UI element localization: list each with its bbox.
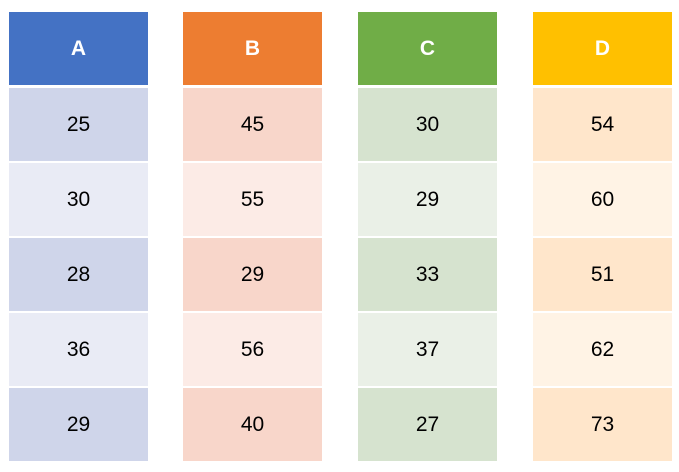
table-cell: 55 <box>183 163 322 236</box>
column-header-b: B <box>183 12 322 85</box>
table-cell: 29 <box>9 388 148 461</box>
table-cell: 40 <box>183 388 322 461</box>
column-c: C 30 29 33 37 27 <box>358 12 497 461</box>
table-cell: 29 <box>183 238 322 311</box>
column-d: D 54 60 51 62 73 <box>533 12 672 461</box>
column-a: A 25 30 28 36 29 <box>9 12 148 461</box>
table-cell: 51 <box>533 238 672 311</box>
table-cell: 36 <box>9 313 148 386</box>
table-cell: 28 <box>9 238 148 311</box>
table-cell: 45 <box>183 88 322 161</box>
column-header-d: D <box>533 12 672 85</box>
table-cell: 33 <box>358 238 497 311</box>
table-cell: 56 <box>183 313 322 386</box>
table-cell: 30 <box>9 163 148 236</box>
column-header-a: A <box>9 12 148 85</box>
table-cell: 29 <box>358 163 497 236</box>
table-cell: 27 <box>358 388 497 461</box>
table-cell: 37 <box>358 313 497 386</box>
table-cell: 62 <box>533 313 672 386</box>
table-cell: 54 <box>533 88 672 161</box>
table-cell: 30 <box>358 88 497 161</box>
table-cell: 73 <box>533 388 672 461</box>
column-b: B 45 55 29 56 40 <box>183 12 322 461</box>
column-header-c: C <box>358 12 497 85</box>
table-cell: 25 <box>9 88 148 161</box>
table-cell: 60 <box>533 163 672 236</box>
